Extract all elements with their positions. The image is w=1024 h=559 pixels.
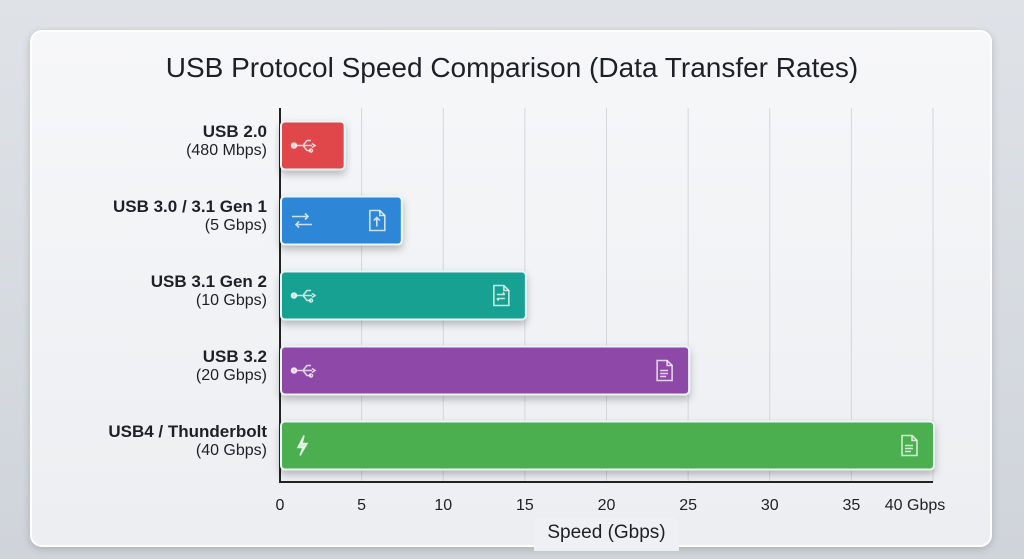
usb-icon [290,364,317,378]
category-label: USB 3.0 / 3.1 Gen 1 (5 Gbps) [113,197,267,235]
category-label: USB 3.2 (20 Gbps) [196,347,267,385]
category-speed: (480 Mbps) [186,141,267,159]
x-tick-label: 35 [842,497,860,514]
bar-usb4-thunderbolt [280,420,935,471]
x-tick-label: 30 [761,497,779,514]
x-axis-label: Speed (Gbps) [534,517,679,551]
category-name: USB 3.1 Gen 2 [150,271,267,291]
category-name: USB 3.0 / 3.1 Gen 1 [112,196,267,216]
x-tick-label: 0 [276,497,285,514]
x-tick-label: 40 Gbps [885,497,945,514]
bar-usb-3-2 [280,345,691,396]
bar-usb-2-0 [280,120,346,171]
category-name: USB 3.2 [202,346,267,366]
x-tick-label: 5 [357,497,366,514]
document-icon [901,434,918,457]
category-speed: (5 Gbps) [204,216,267,234]
category-speed: (20 Gbps) [195,366,267,384]
category-label: USB 2.0 (480 Mbps) [186,122,267,160]
usb-icon [290,289,317,303]
category-label: USB 3.1 Gen 2 (10 Gbps) [151,272,267,310]
x-tick-label: 10 [434,497,452,514]
file-transfer-icon [493,284,510,307]
document-icon [656,359,673,382]
bar-usb-3-1-gen-2 [280,270,527,321]
x-tick-label: 25 [679,497,697,514]
category-speed: (40 Gbps) [195,441,267,459]
bar-usb-3-0-3-1-gen-1 [280,195,403,246]
file-upload-icon [369,209,386,232]
category-speed: (10 Gbps) [195,291,267,309]
category-name: USB4 / Thunderbolt [108,421,267,441]
x-tick-label: 15 [516,497,534,514]
transfer-arrows-icon [292,212,312,229]
lightning-icon [296,435,309,456]
category-label: USB4 / Thunderbolt (40 Gbps) [108,422,267,460]
x-tick-label: 20 [598,497,616,514]
chart-title: USB Protocol Speed Comparison (Data Tran… [165,52,859,83]
category-name: USB 2.0 [202,121,267,141]
usb-icon [290,139,317,153]
